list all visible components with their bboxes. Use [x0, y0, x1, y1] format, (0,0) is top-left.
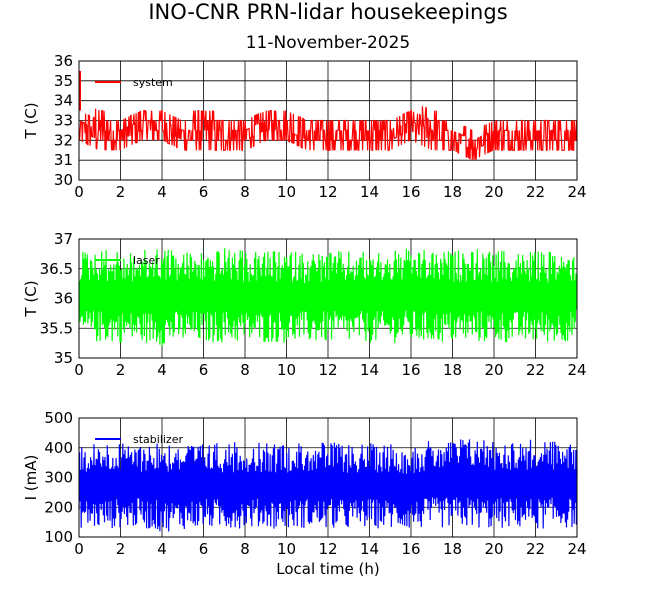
x-tick-label: 2	[116, 361, 126, 379]
x-tick-label: 20	[484, 361, 503, 379]
x-tick-label: 10	[277, 183, 296, 201]
y-tick-label: 34	[54, 92, 73, 110]
x-tick-label: 14	[360, 361, 379, 379]
y-axis-label: I (mA)	[22, 455, 40, 501]
x-tick-label: 24	[567, 540, 586, 558]
y-tick-label: 35	[54, 349, 73, 367]
x-tick-label: 12	[318, 361, 337, 379]
y-tick-label: 36	[54, 52, 73, 70]
x-tick-label: 8	[240, 183, 250, 201]
legend-label-laser: laser	[133, 254, 160, 267]
x-tick-label: 12	[318, 540, 337, 558]
x-tick-label: 14	[360, 183, 379, 201]
y-axis-label: T (C)	[22, 280, 40, 317]
plot-frame	[78, 417, 578, 538]
x-tick-label: 6	[199, 183, 209, 201]
x-tick-label: 0	[74, 540, 84, 558]
x-tick-label: 14	[360, 540, 379, 558]
x-tick-label: 4	[157, 540, 167, 558]
y-tick-label: 32	[54, 131, 73, 149]
chart-subtitle: 11-November-2025	[246, 33, 411, 53]
x-tick-label: 22	[526, 361, 545, 379]
y-tick-label: 31	[54, 151, 73, 169]
x-tick-label: 22	[526, 183, 545, 201]
x-tick-label: 24	[567, 361, 586, 379]
x-tick-label: 16	[401, 361, 420, 379]
plot-frame	[78, 60, 578, 181]
y-tick-label: 400	[44, 439, 73, 457]
x-tick-label: 10	[277, 361, 296, 379]
x-tick-label: 8	[240, 361, 250, 379]
plot-frame	[78, 238, 578, 359]
y-tick-label: 35.5	[40, 319, 73, 337]
x-tick-label: 0	[74, 361, 84, 379]
x-tick-label: 16	[401, 540, 420, 558]
x-tick-label: 6	[199, 361, 209, 379]
chart-title: INO-CNR PRN-lidar housekeepings	[148, 0, 507, 24]
legend-label-system: system	[133, 76, 173, 89]
y-tick-label: 30	[54, 171, 73, 189]
x-tick-label: 18	[443, 540, 462, 558]
x-tick-label: 12	[318, 183, 337, 201]
y-tick-label: 200	[44, 498, 73, 516]
series-line-laser	[78, 248, 578, 347]
series-line-system	[78, 106, 577, 160]
x-tick-label: 24	[567, 183, 586, 201]
y-tick-label: 35	[54, 72, 73, 90]
x-tick-label: 4	[157, 361, 167, 379]
x-axis-label: Local time (h)	[276, 560, 380, 578]
y-tick-label: 33	[54, 112, 73, 130]
x-tick-label: 2	[116, 540, 126, 558]
series-line-stabilizer	[78, 439, 578, 532]
y-tick-label: 100	[44, 528, 73, 546]
x-tick-label: 20	[484, 540, 503, 558]
x-tick-label: 6	[199, 540, 209, 558]
x-tick-label: 18	[443, 183, 462, 201]
x-tick-label: 16	[401, 183, 420, 201]
x-tick-label: 0	[74, 183, 84, 201]
x-tick-label: 18	[443, 361, 462, 379]
legend-label-stabilizer: stabilizer	[133, 433, 183, 446]
x-tick-label: 8	[240, 540, 250, 558]
y-tick-label: 37	[54, 230, 73, 248]
y-tick-label: 500	[44, 409, 73, 427]
x-tick-label: 2	[116, 183, 126, 201]
y-tick-label: 300	[44, 469, 73, 487]
y-axis-label: T (C)	[22, 102, 40, 139]
y-tick-label: 36.5	[40, 260, 73, 278]
y-tick-label: 36	[54, 290, 73, 308]
x-tick-label: 4	[157, 183, 167, 201]
x-tick-label: 20	[484, 183, 503, 201]
x-tick-label: 10	[277, 540, 296, 558]
x-tick-label: 22	[526, 540, 545, 558]
